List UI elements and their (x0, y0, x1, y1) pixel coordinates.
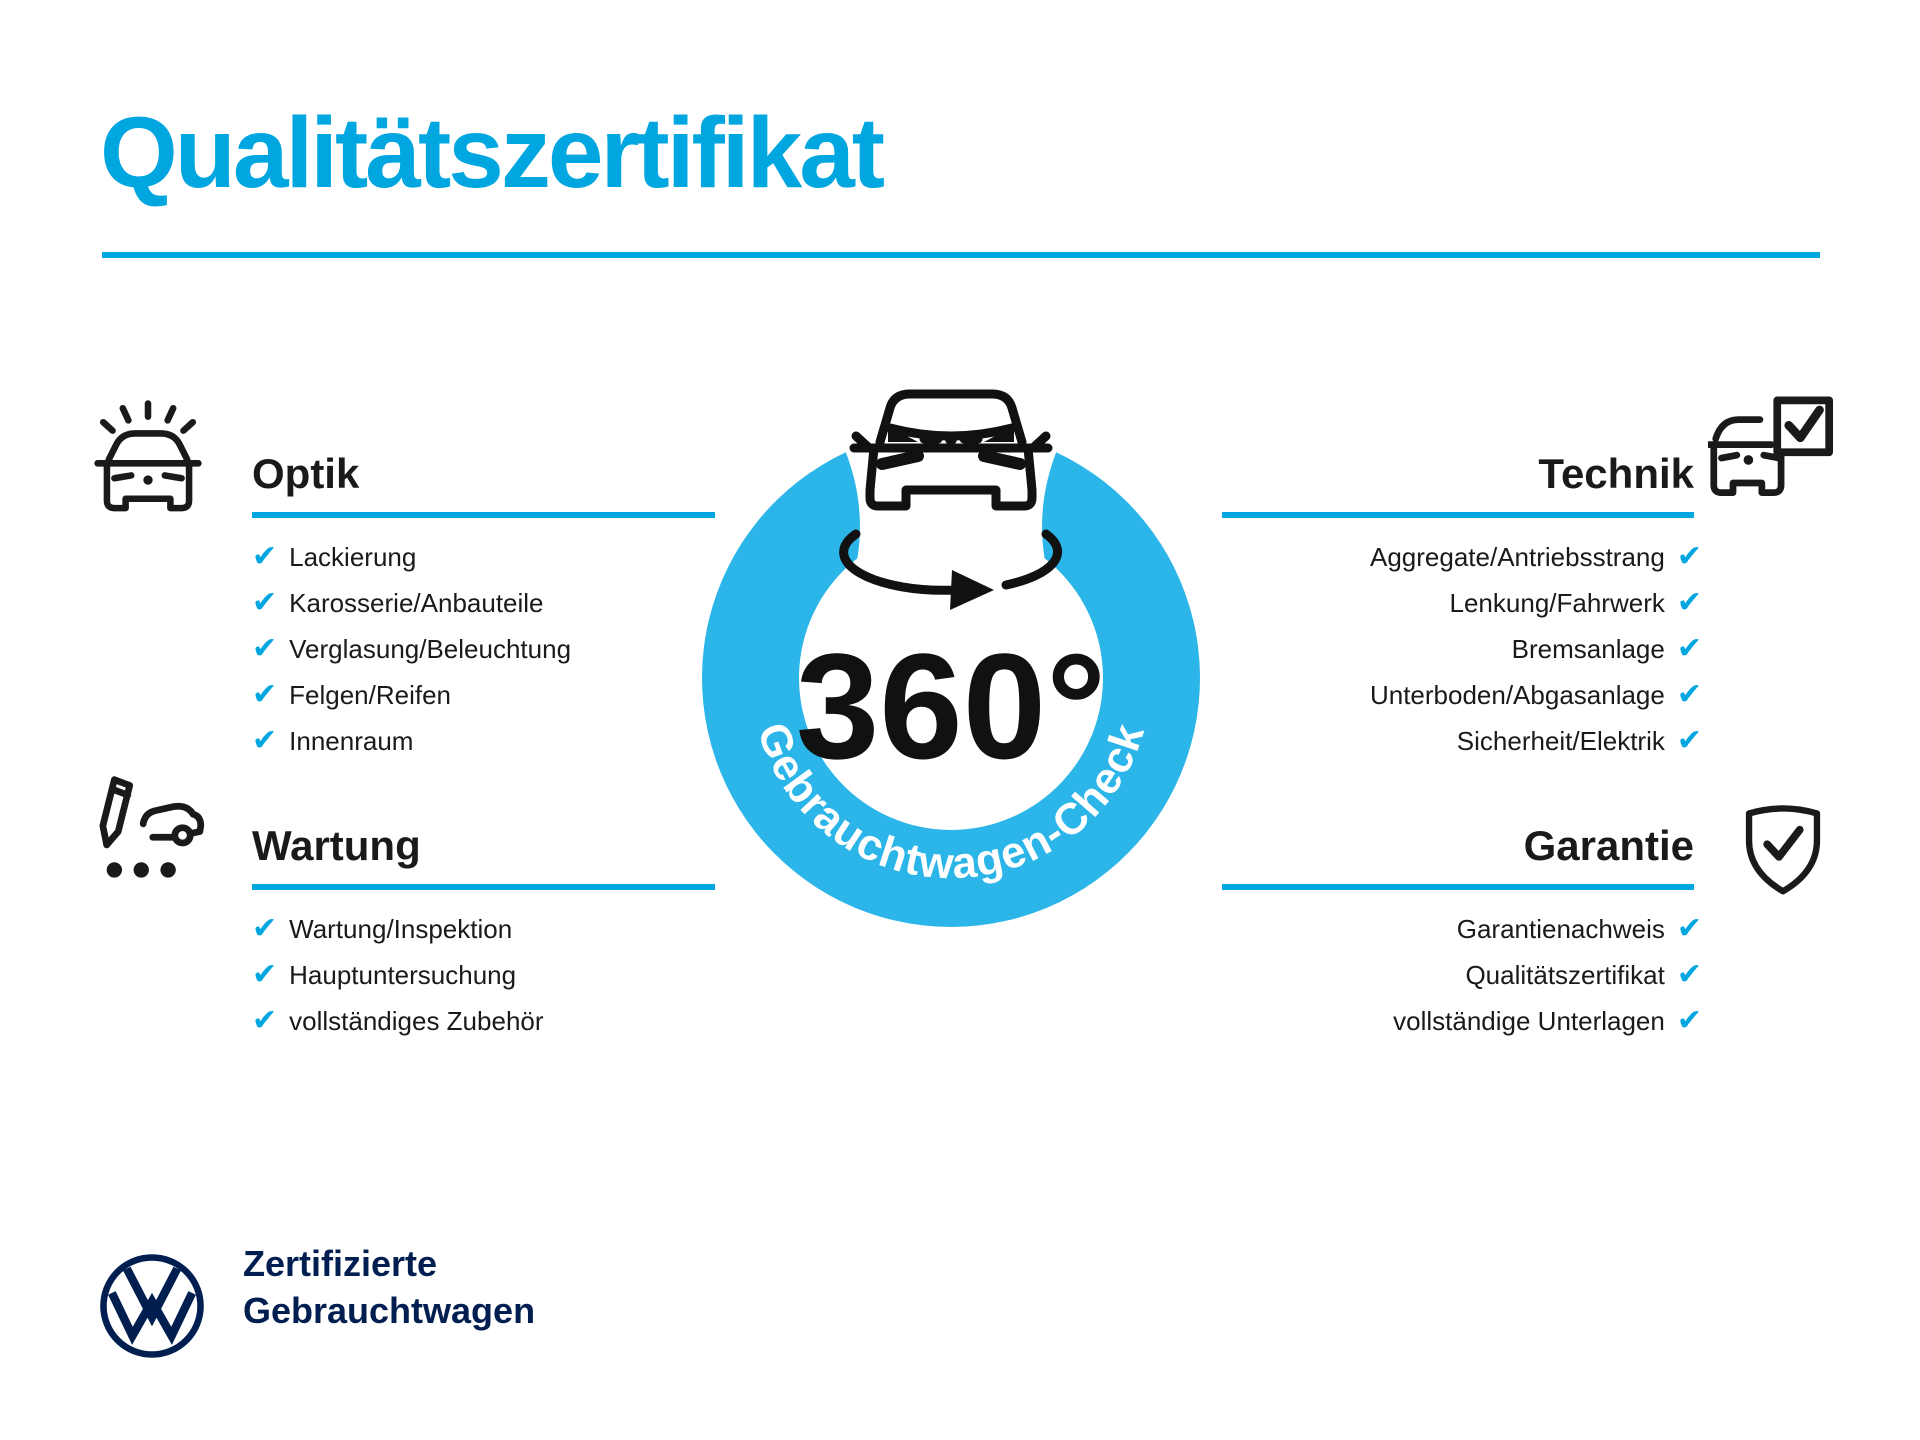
checklist-label: vollständige Unterlagen (1393, 1005, 1665, 1036)
optik-underline (252, 512, 715, 518)
checklist-item: ✔ Hauptuntersuchung (252, 952, 544, 998)
checklist-label: Verglasung/Beleuchtung (289, 633, 572, 664)
wartung-underline (252, 884, 715, 890)
pencil-car-icon (88, 772, 206, 892)
check-icon: ✔ (252, 585, 278, 620)
car-rotate-icon (839, 389, 1063, 610)
car-shine-icon (92, 398, 204, 523)
checklist-label: Garantienachweis (1456, 913, 1665, 944)
vw-logo (96, 1250, 208, 1362)
checklist-label: Lenkung/Fahrwerk (1449, 587, 1665, 618)
checklist-label: Sicherheit/Elektrik (1456, 725, 1665, 756)
check-icon: ✔ (252, 631, 278, 666)
check-icon: ✔ (1676, 723, 1702, 758)
check-icon: ✔ (1676, 1003, 1702, 1038)
check-icon: ✔ (1676, 631, 1702, 666)
checklist-item: Unterboden/Abgasanlage ✔ (1102, 672, 1702, 718)
svg-text:Gebrauchtwagen-Check: Gebrauchtwagen-Check (748, 716, 1155, 888)
check-icon: ✔ (252, 723, 278, 758)
checklist-label: Lackierung (289, 541, 417, 572)
checklist-item: ✔ Lackierung (252, 534, 571, 580)
checklist-item: Sicherheit/Elektrik ✔ (1102, 718, 1702, 764)
checklist-label: Innenraum (289, 725, 414, 756)
checklist-item: ✔ Verglasung/Beleuchtung (252, 626, 571, 672)
checklist-label: Karosserie/Anbauteile (289, 587, 544, 618)
check-icon: ✔ (252, 1003, 278, 1038)
footer-line2: Gebrauchtwagen (243, 1290, 536, 1331)
title-divider (102, 252, 1820, 258)
checklist-label: Felgen/Reifen (289, 679, 452, 710)
badge-center-label: 360° (796, 622, 1106, 790)
car-checkbox-icon (1708, 396, 1833, 522)
check-icon: ✔ (252, 539, 278, 574)
section-title-wartung: Wartung (252, 822, 421, 869)
checklist-item: Garantienachweis ✔ (1102, 906, 1702, 952)
checklist-item: Bremsanlage ✔ (1102, 626, 1702, 672)
section-title-optik: Optik (252, 450, 360, 497)
check-icon: ✔ (252, 677, 278, 712)
check-icon: ✔ (252, 911, 278, 946)
check-icon: ✔ (1676, 911, 1702, 946)
check-icon: ✔ (252, 957, 278, 992)
checklist-item: ✔ Felgen/Reifen (252, 672, 571, 718)
checklist-item: ✔ Wartung/Inspektion (252, 906, 544, 952)
checklist-item: ✔ vollständiges Zubehör (252, 998, 544, 1044)
check-icon: ✔ (1676, 677, 1702, 712)
checklist-item: Qualitätszertifikat ✔ (1102, 952, 1702, 998)
checklist-item: ✔ Innenraum (252, 718, 571, 764)
checklist-item: Lenkung/Fahrwerk ✔ (1102, 580, 1702, 626)
checklist-item: Aggregate/Antriebsstrang ✔ (1102, 534, 1702, 580)
garantie-underline (1222, 884, 1694, 890)
footer-line1: Zertifizierte (243, 1243, 438, 1284)
section-title-garantie: Garantie (1523, 822, 1694, 869)
technik-checklist: Aggregate/Antriebsstrang ✔ Lenkung/Fahrwe… (1102, 534, 1702, 764)
section-title-technik: Technik (1538, 450, 1694, 497)
check-icon: ✔ (1676, 539, 1702, 574)
checklist-label: Wartung/Inspektion (289, 913, 513, 944)
page-title: Qualitätszertifikat (100, 97, 885, 209)
checklist-label: Aggregate/Antriebsstrang (1370, 541, 1665, 572)
optik-checklist: ✔ Lackierung ✔ Karosserie/Anbauteile ✔ Verg… (252, 534, 571, 764)
check-icon: ✔ (1676, 585, 1702, 620)
checklist-label: Qualitätszertifikat (1465, 959, 1665, 990)
technik-underline (1222, 512, 1694, 518)
checklist-item: vollständige Unterlagen ✔ (1102, 998, 1702, 1044)
checklist-label: Unterboden/Abgasanlage (1369, 679, 1665, 710)
check-icon: ✔ (1676, 957, 1702, 992)
checklist-label: Hauptuntersuchung (289, 959, 517, 990)
wartung-checklist: ✔ Wartung/Inspektion ✔ Hauptuntersuchung ✔… (252, 906, 544, 1044)
checklist-label: vollständiges Zubehör (289, 1005, 544, 1036)
checklist-label: Bremsanlage (1511, 633, 1665, 664)
ring-label: Gebrauchtwagen-Check (748, 716, 1154, 888)
garantie-checklist: Garantienachweis ✔ Qualitätszertifikat ✔ v… (1102, 906, 1702, 1044)
shield-check-icon (1740, 794, 1826, 908)
footer-brand-text: Zertifizierte Gebrauchtwagen (243, 1240, 535, 1334)
checklist-item: ✔ Karosserie/Anbauteile (252, 580, 571, 626)
